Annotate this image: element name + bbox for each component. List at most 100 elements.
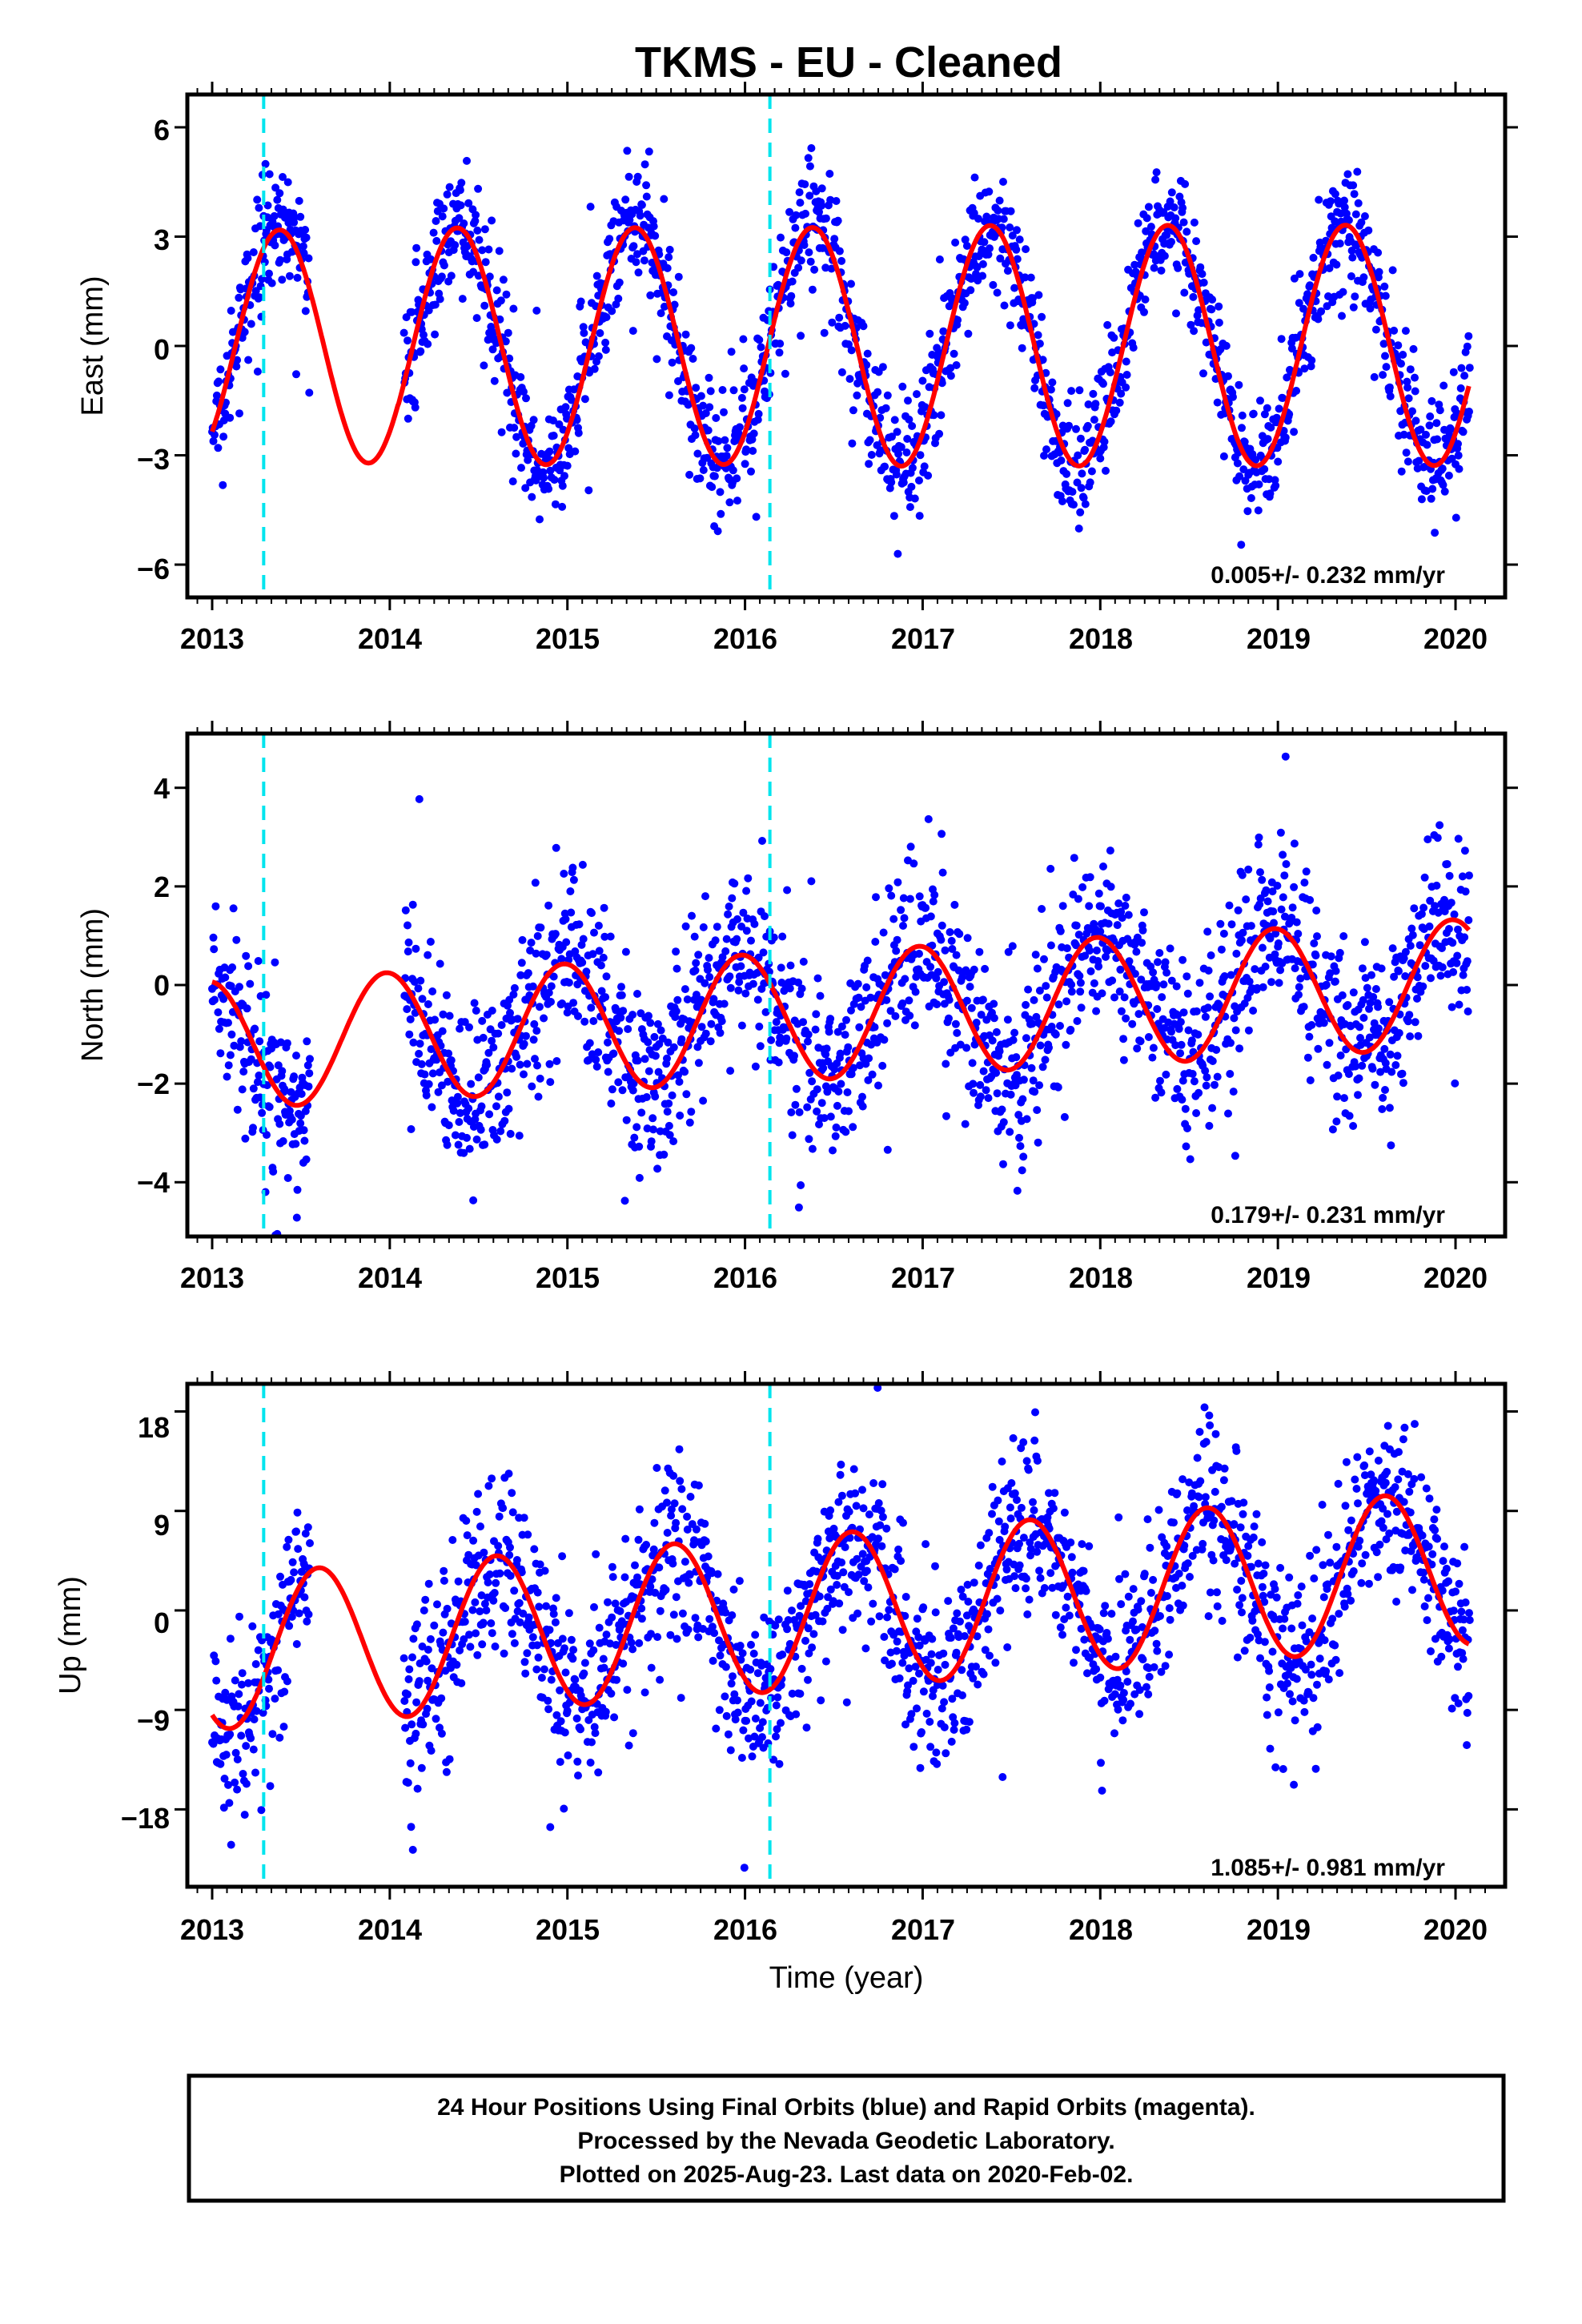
data-point	[1263, 435, 1272, 444]
data-point	[1387, 1068, 1396, 1076]
data-point	[211, 1657, 220, 1666]
data-point	[998, 1105, 1006, 1114]
data-point	[1403, 384, 1412, 392]
data-point	[1249, 409, 1258, 418]
data-point	[681, 330, 690, 339]
data-point	[567, 908, 576, 917]
data-point	[611, 1599, 620, 1608]
data-point	[1171, 1041, 1180, 1050]
north-rate-label: 0.179+/- 0.231 mm/yr	[1211, 1202, 1445, 1228]
data-point	[440, 1576, 448, 1585]
data-point	[1162, 1070, 1170, 1079]
data-point	[432, 1055, 441, 1064]
data-point	[424, 1676, 432, 1685]
data-point	[849, 1063, 857, 1072]
data-point	[750, 919, 759, 928]
data-point	[490, 376, 499, 385]
data-point	[438, 212, 447, 221]
data-point	[1018, 1166, 1026, 1175]
data-point	[1060, 1112, 1069, 1121]
data-point	[595, 947, 604, 955]
data-point	[247, 1734, 255, 1743]
data-point	[1012, 245, 1021, 254]
data-point	[465, 1023, 473, 1031]
data-point	[833, 216, 842, 225]
data-point	[1117, 907, 1126, 916]
data-point	[401, 1723, 410, 1732]
data-point	[296, 212, 305, 221]
data-point	[673, 995, 682, 1004]
data-point	[594, 1768, 603, 1777]
data-point	[683, 1512, 692, 1521]
east-model-curve	[210, 223, 1472, 469]
data-point	[692, 384, 701, 392]
data-point	[772, 1701, 781, 1710]
data-point	[1267, 978, 1275, 987]
data-point	[609, 1049, 618, 1058]
data-point	[1419, 463, 1428, 471]
data-point	[739, 908, 748, 917]
data-point	[747, 1697, 756, 1706]
data-point	[1271, 481, 1280, 490]
data-point	[412, 1698, 421, 1707]
data-point	[478, 246, 487, 255]
data-point	[588, 950, 597, 959]
data-point	[690, 424, 699, 432]
data-point	[1371, 1080, 1379, 1089]
data-point	[966, 286, 975, 295]
data-point	[1074, 451, 1082, 460]
data-point	[408, 308, 416, 316]
data-point	[524, 456, 532, 464]
data-point	[853, 391, 861, 400]
data-point	[1167, 1027, 1175, 1036]
data-point	[1054, 1000, 1063, 1009]
data-point	[1336, 1051, 1345, 1059]
data-point	[489, 1596, 498, 1605]
data-point	[862, 360, 871, 369]
data-point	[1067, 387, 1076, 396]
data-point	[1385, 383, 1394, 392]
data-point	[1048, 378, 1057, 387]
data-point	[966, 983, 974, 991]
north-data-points	[208, 752, 1473, 1236]
data-point	[1340, 196, 1348, 205]
data-point	[785, 207, 793, 216]
data-point	[973, 263, 982, 271]
data-point	[839, 1568, 848, 1577]
data-point	[1256, 396, 1264, 405]
data-point	[1432, 419, 1441, 428]
data-point	[650, 1032, 659, 1041]
data-point	[1299, 1003, 1308, 1011]
data-point	[801, 209, 809, 218]
data-point	[540, 1665, 548, 1674]
data-point	[237, 1731, 246, 1740]
data-point	[1255, 833, 1263, 842]
data-point	[233, 356, 242, 364]
data-point	[497, 428, 506, 436]
data-point	[946, 364, 955, 372]
data-point	[819, 1063, 828, 1072]
data-point	[1354, 1091, 1362, 1100]
data-point	[672, 1007, 681, 1015]
data-point	[1086, 947, 1094, 955]
data-point	[1455, 1000, 1464, 1009]
data-point	[274, 1061, 283, 1070]
data-point	[644, 1038, 652, 1047]
data-point	[294, 1545, 303, 1554]
data-point	[899, 922, 907, 930]
data-point	[615, 1027, 624, 1035]
data-point	[478, 1016, 487, 1025]
data-point	[815, 1592, 824, 1601]
data-point	[849, 1465, 858, 1474]
data-point	[713, 923, 721, 931]
data-point	[1449, 967, 1458, 976]
data-point	[982, 1086, 990, 1095]
data-point	[505, 1550, 514, 1559]
data-point	[292, 1051, 300, 1060]
data-point	[690, 932, 699, 941]
data-point	[1451, 1079, 1460, 1088]
data-point	[287, 1116, 296, 1124]
data-point	[654, 1068, 663, 1076]
data-point	[711, 936, 720, 945]
data-point	[1171, 214, 1180, 223]
